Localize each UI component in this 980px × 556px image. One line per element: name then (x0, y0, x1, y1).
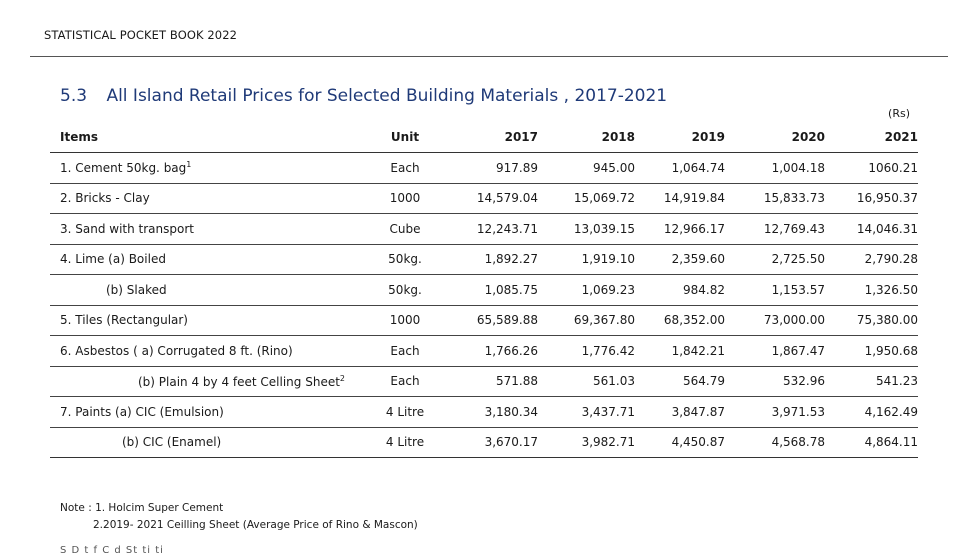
cell-2017: 1,766.26 (460, 335, 538, 367)
cell-2017: 571.88 (460, 366, 538, 397)
row-unit: 50kg. (350, 274, 460, 306)
row-label: 3. Sand with transport (50, 213, 350, 245)
cell-2021: 541.23 (825, 366, 918, 397)
cell-2020: 532.96 (725, 366, 825, 397)
cell-2018: 561.03 (538, 366, 635, 397)
cell-2019: 984.82 (635, 274, 725, 306)
cell-2020: 15,833.73 (725, 183, 825, 214)
table-row: 5. Tiles (Rectangular) 1000 65,589.88 69… (50, 305, 918, 336)
cell-2017: 14,579.04 (460, 183, 538, 214)
cell-2019: 564.79 (635, 366, 725, 397)
cell-2019: 68,352.00 (635, 305, 725, 336)
table-row: 2. Bricks - Clay 1000 14,579.04 15,069.7… (50, 183, 918, 214)
cell-2018: 13,039.15 (538, 213, 635, 245)
col-header-unit: Unit (350, 122, 460, 153)
row-label: 5. Tiles (Rectangular) (50, 305, 350, 336)
cell-2021: 14,046.31 (825, 213, 918, 245)
cell-2021: 16,950.37 (825, 183, 918, 214)
currency-note: (Rs) (888, 107, 910, 120)
table-row: 3. Sand with transport Cube 12,243.71 13… (50, 213, 918, 245)
cell-2019: 1,842.21 (635, 335, 725, 367)
table-row: 6. Asbestos ( a) Corrugated 8 ft. (Rino)… (50, 335, 918, 367)
row-unit: 4 Litre (350, 396, 460, 428)
cell-2018: 1,776.42 (538, 335, 635, 367)
header-rule (30, 56, 948, 57)
table-header-row: Items Unit 2017 2018 2019 2020 2021 (50, 122, 918, 153)
cell-2017: 1,085.75 (460, 274, 538, 306)
row-unit: 1000 (350, 305, 460, 336)
prices-table: Items Unit 2017 2018 2019 2020 2021 1. C… (50, 122, 918, 458)
col-header-2021: 2021 (825, 122, 918, 153)
footnote-1: Note : 1. Holcim Super Cement (60, 502, 224, 514)
cell-2017: 65,589.88 (460, 305, 538, 336)
footnote-2: 2.2019- 2021 Ceilling Sheet (Average Pri… (93, 519, 418, 531)
row-label: (b) Slaked (50, 274, 350, 306)
table-row: 4. Lime (a) Boiled 50kg. 1,892.27 1,919.… (50, 244, 918, 275)
table-row: 1. Cement 50kg. bag1 Each 917.89 945.00 … (50, 152, 918, 184)
page-header: STATISTICAL POCKET BOOK 2022 (44, 28, 238, 42)
cell-2020: 2,725.50 (725, 244, 825, 275)
cell-2019: 14,919.84 (635, 183, 725, 214)
cell-2017: 1,892.27 (460, 244, 538, 275)
cell-2019: 2,359.60 (635, 244, 725, 275)
table-title-text: All Island Retail Prices for Selected Bu… (106, 86, 668, 106)
row-label: 7. Paints (a) CIC (Emulsion) (50, 396, 350, 428)
cell-2018: 1,919.10 (538, 244, 635, 275)
cell-2020: 4,568.78 (725, 427, 825, 458)
table-row: 7. Paints (a) CIC (Emulsion) 4 Litre 3,1… (50, 396, 918, 428)
cell-2018: 3,437.71 (538, 396, 635, 428)
cell-2018: 1,069.23 (538, 274, 635, 306)
cell-2017: 3,670.17 (460, 427, 538, 458)
row-unit: Cube (350, 213, 460, 245)
cell-2020: 73,000.00 (725, 305, 825, 336)
table-row: (b) CIC (Enamel) 4 Litre 3,670.17 3,982.… (50, 427, 918, 458)
row-label: 6. Asbestos ( a) Corrugated 8 ft. (Rino) (50, 335, 350, 367)
cell-2021: 75,380.00 (825, 305, 918, 336)
cell-2021: 1060.21 (825, 152, 918, 184)
table-number: 5.3 (60, 86, 88, 106)
cell-2018: 69,367.80 (538, 305, 635, 336)
cell-2020: 3,971.53 (725, 396, 825, 428)
row-unit: Each (350, 152, 460, 184)
col-header-2020: 2020 (725, 122, 825, 153)
table-title: 5.3 All Island Retail Prices for Selecte… (60, 86, 667, 106)
table-row: (b) Plain 4 by 4 feet Celling Sheet2 Eac… (50, 366, 918, 397)
row-label: 2. Bricks - Clay (50, 183, 350, 214)
cell-2021: 1,950.68 (825, 335, 918, 367)
cell-2021: 1,326.50 (825, 274, 918, 306)
cell-2021: 4,864.11 (825, 427, 918, 458)
row-label: 4. Lime (a) Boiled (50, 244, 350, 275)
cell-2020: 12,769.43 (725, 213, 825, 245)
cell-2017: 12,243.71 (460, 213, 538, 245)
col-header-2019: 2019 (635, 122, 725, 153)
cell-2017: 3,180.34 (460, 396, 538, 428)
row-label: (b) CIC (Enamel) (50, 427, 350, 458)
col-header-2018: 2018 (538, 122, 635, 153)
row-label: (b) Plain 4 by 4 feet Celling Sheet2 (50, 366, 350, 397)
cell-2020: 1,004.18 (725, 152, 825, 184)
table-row: (b) Slaked 50kg. 1,085.75 1,069.23 984.8… (50, 274, 918, 306)
cell-2019: 4,450.87 (635, 427, 725, 458)
cell-2018: 3,982.71 (538, 427, 635, 458)
footnotes: Note : 1. Holcim Super Cement 2.2019- 20… (60, 500, 418, 534)
cell-2019: 1,064.74 (635, 152, 725, 184)
cell-2020: 1,153.57 (725, 274, 825, 306)
cell-2017: 917.89 (460, 152, 538, 184)
row-unit: Each (350, 335, 460, 367)
cell-2019: 3,847.87 (635, 396, 725, 428)
row-unit: 1000 (350, 183, 460, 214)
row-label: 1. Cement 50kg. bag1 (50, 152, 350, 184)
cell-2018: 15,069.72 (538, 183, 635, 214)
row-unit: 4 Litre (350, 427, 460, 458)
row-unit: Each (350, 366, 460, 397)
col-header-2017: 2017 (460, 122, 538, 153)
cell-2018: 945.00 (538, 152, 635, 184)
col-header-items: Items (50, 122, 350, 153)
cell-2019: 12,966.17 (635, 213, 725, 245)
cell-2021: 2,790.28 (825, 244, 918, 275)
row-unit: 50kg. (350, 244, 460, 275)
cell-2021: 4,162.49 (825, 396, 918, 428)
cell-2020: 1,867.47 (725, 335, 825, 367)
